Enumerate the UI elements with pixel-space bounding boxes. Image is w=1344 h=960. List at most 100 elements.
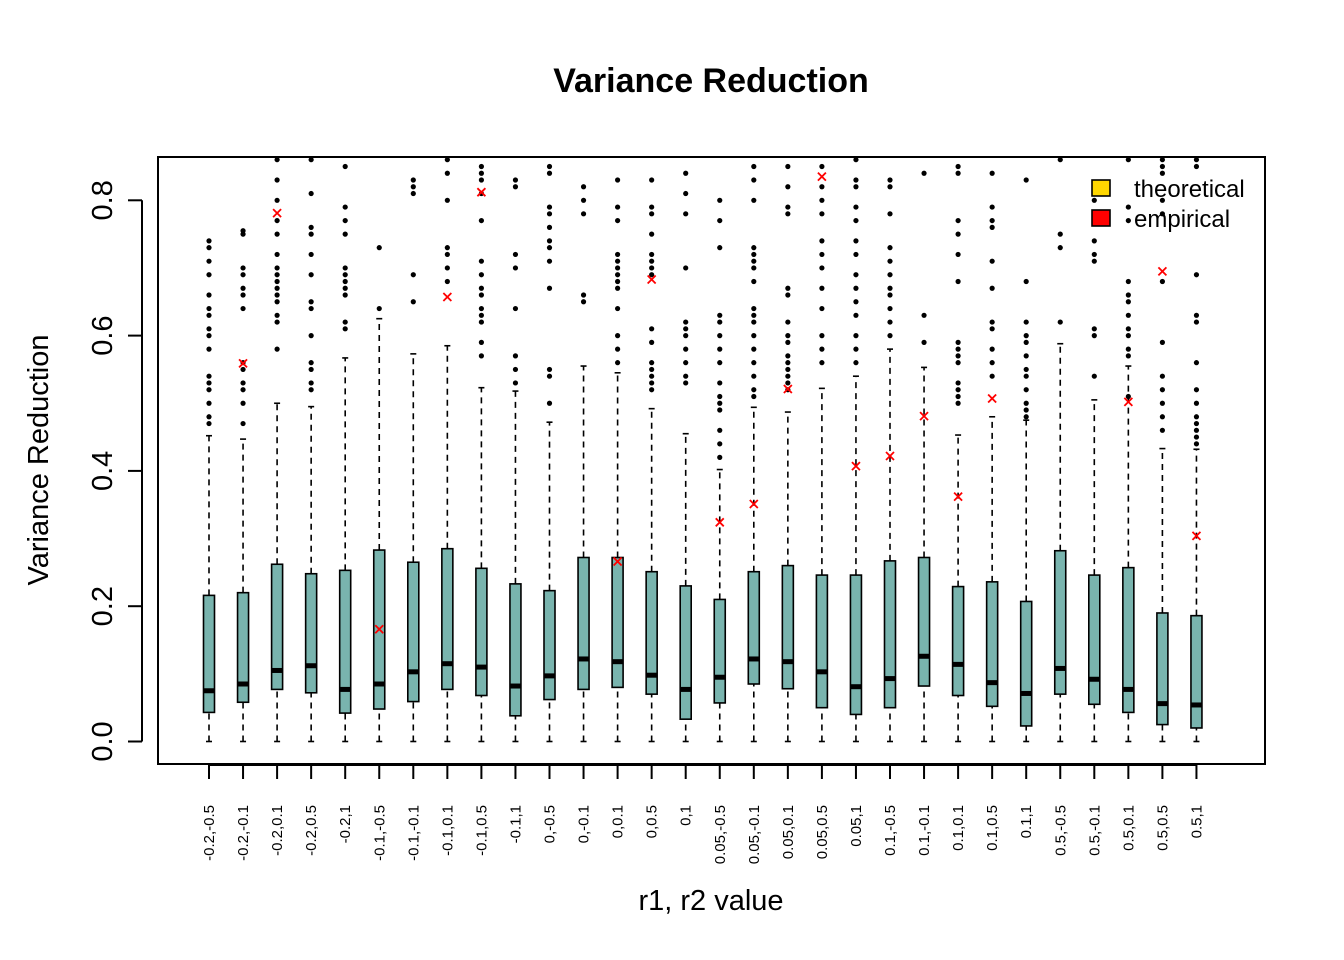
iqr-box (645, 570, 658, 695)
outlier-point (649, 231, 655, 237)
outlier-point (546, 400, 553, 406)
theoretical-marker (749, 499, 759, 509)
outlier-point (444, 278, 450, 285)
outlier-point (615, 305, 621, 312)
outlier-point (785, 333, 791, 339)
x-tick-label: 0.05,-0.5 (712, 805, 729, 864)
outlier-point (546, 366, 553, 373)
x-tick-label: 0.5,0.5 (1154, 805, 1171, 851)
outlier-point (240, 231, 246, 237)
outlier-point (240, 380, 246, 386)
outlier-point (615, 251, 621, 258)
box-0.1,-0.5 (883, 177, 897, 743)
outlier-point (206, 238, 212, 244)
outlier-point (308, 366, 314, 373)
box-0,0.1 (611, 177, 624, 743)
x-tick-label: 0.5,-0.5 (1052, 805, 1069, 856)
outlier-point (444, 157, 450, 163)
cross-stroke (919, 411, 929, 421)
outlier-point (308, 272, 314, 278)
box-0.5,0.1 (1122, 157, 1135, 743)
theoretical-marker (1191, 531, 1202, 541)
outlier-point (785, 211, 791, 217)
outlier-point (410, 272, 416, 278)
outlier-point (240, 265, 246, 271)
outlier-point (1023, 319, 1029, 325)
outlier-point (751, 387, 757, 393)
outlier-point (1125, 217, 1131, 224)
outlier-point (683, 373, 689, 379)
theoretical-marker (851, 461, 861, 471)
outlier-point (206, 387, 212, 393)
outlier-point (955, 217, 961, 224)
outlier-point (785, 366, 791, 373)
outlier-point (206, 258, 212, 264)
outlier-point (751, 265, 757, 271)
outlier-point (580, 299, 587, 305)
cross-stroke (817, 171, 827, 182)
cross-stroke (715, 517, 725, 527)
theoretical-marker (919, 411, 929, 421)
cross-stroke (442, 292, 452, 302)
outlier-point (649, 387, 655, 393)
iqr-box (747, 570, 761, 685)
outlier-point (1091, 238, 1097, 244)
theoretical-marker (1157, 266, 1168, 276)
outlier-point (1193, 434, 1200, 440)
outlier-point (819, 238, 825, 244)
outlier-point (1091, 373, 1097, 379)
box--0.2,1 (338, 163, 352, 743)
outlier-point (240, 285, 246, 291)
outlier-point (512, 353, 519, 359)
outlier-point (546, 211, 553, 217)
cross-stroke (238, 358, 248, 368)
outlier-point (1125, 312, 1131, 318)
outlier-point (853, 272, 859, 278)
iqr-box (611, 556, 624, 689)
outlier-point (751, 333, 757, 339)
outlier-point (649, 251, 655, 258)
outlier-point (989, 373, 995, 379)
outlier-point (478, 163, 484, 170)
outlier-point (785, 285, 791, 291)
outlier-point (512, 177, 519, 183)
x-tick-label: 0.5,1 (1188, 805, 1205, 838)
theoretical-marker (953, 491, 963, 502)
cross-stroke (885, 451, 895, 461)
outlier-point (1159, 163, 1165, 170)
box-0.05,-0.5 (713, 197, 727, 743)
x-tick-label: 0.1,-0.1 (916, 805, 933, 856)
outlier-point (853, 360, 859, 366)
outlier-point (649, 326, 655, 332)
outlier-point (1159, 373, 1165, 379)
outlier-point (1023, 278, 1029, 285)
outlier-point (478, 177, 484, 183)
outlier-point (1125, 157, 1131, 163)
outlier-point (308, 305, 314, 312)
outlier-point (1193, 427, 1200, 433)
x-tick-label: 0.1,0.1 (950, 805, 967, 851)
legend-label-empirical: empirical (1134, 206, 1230, 233)
outlier-point (546, 204, 553, 210)
theoretical-marker (885, 451, 895, 461)
outlier-point (478, 292, 484, 298)
outlier-point (887, 177, 893, 183)
outlier-point (683, 360, 689, 366)
outlier-point (819, 184, 825, 190)
theoretical-marker (374, 624, 384, 634)
outlier-point (717, 333, 723, 339)
outlier-point (1193, 414, 1200, 420)
outlier-point (1125, 333, 1131, 339)
box--0.2,0.1 (270, 157, 284, 743)
cross-stroke (612, 556, 623, 567)
outlier-point (853, 238, 859, 244)
outlier-point (580, 197, 587, 203)
outlier-point (478, 339, 484, 345)
outlier-point (206, 292, 212, 298)
outlier-point (546, 258, 553, 264)
cross-stroke (987, 393, 997, 404)
outlier-point (274, 299, 280, 305)
outlier-point (274, 312, 280, 318)
outlier-point (751, 197, 757, 203)
outlier-point (546, 238, 553, 244)
